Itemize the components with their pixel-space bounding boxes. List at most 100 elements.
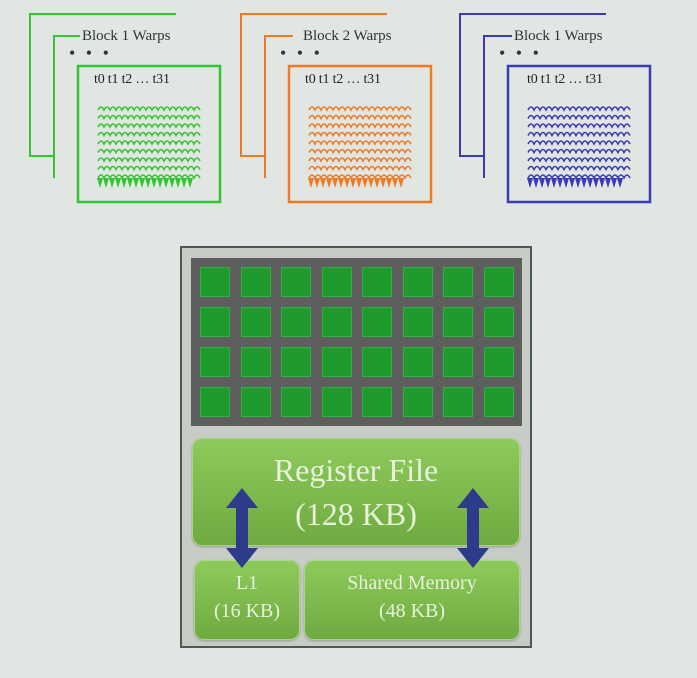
thread-arrow [187,178,193,188]
thread-arrow [308,178,314,188]
thread-arrow [103,178,109,188]
thread-arrow [139,178,145,188]
double-arrow-icon [457,488,489,568]
thread-arrow [115,178,121,188]
cuda-core [240,387,271,417]
warp-squiggle [527,165,631,172]
cuda-core [483,267,514,297]
thread-arrow [533,178,539,188]
cuda-core [321,387,352,417]
warp-squiggle [97,123,201,129]
thread-arrow [557,178,563,188]
block-3-warps-group: Block 1 Warps • • • t0 t1 t2 … t31 [452,10,656,220]
cuda-core [402,307,433,337]
cuda-core [281,307,311,337]
thread-arrow [169,178,175,188]
thread-arrow [392,178,398,188]
warp-squiggle [308,148,412,155]
warp-squiggle [97,140,201,146]
cuda-core [362,347,392,377]
cuda-core [200,267,230,297]
thread-arrow [386,178,392,188]
thread-arrow [145,178,151,188]
frame-line [483,35,512,178]
thread-arrow [181,178,187,188]
thread-arrow [368,178,374,188]
thread-arrow [545,178,551,188]
warp-frame [76,64,222,204]
warp-squiggle [97,174,201,180]
block-title: Block 1 Warps [80,28,224,45]
thread-arrow [575,178,581,188]
core-grid [191,258,522,426]
thread-labels: t0 t1 t2 … t31 [305,72,381,87]
cuda-core [200,347,230,377]
warp-squiggle [527,114,631,121]
frame-line [29,13,176,157]
cuda-core [240,347,271,377]
cuda-core [281,387,311,417]
thread-arrow [344,178,350,188]
cuda-core [443,267,473,297]
warp-frame [506,64,652,204]
thread-labels: t0 t1 t2 … t31 [527,72,603,87]
warp-squiggle [97,106,201,112]
cuda-core [362,307,392,337]
warp-squiggle [97,131,201,138]
cuda-core [443,347,473,377]
thread-arrow [611,178,617,188]
thread-arrow [314,178,320,188]
thread-arrow [121,178,127,188]
cuda-core [200,307,230,337]
cuda-core [402,387,433,417]
shared-memory-box: Shared Memory (48 KB) [304,560,520,640]
block-2-warps-group: Block 2 Warps • • • t0 t1 t2 … t31 [233,10,445,220]
thread-arrow [350,178,356,188]
warp-squiggle [308,157,412,163]
thread-arrow [527,178,533,188]
cuda-core [281,347,311,377]
thread-arrow [332,178,338,188]
thread-arrow [593,178,599,188]
thread-arrow [605,178,611,188]
thread-arrow [326,178,332,188]
cuda-core [321,267,352,297]
warp-squiggle [308,140,412,146]
warp-squiggle [97,165,201,172]
warp-squiggle [527,148,631,155]
l1-size: (16 KB) [213,600,281,622]
warp-squiggle [308,165,412,172]
cuda-core [443,387,473,417]
frame-line [53,35,82,178]
warp-squiggle [308,123,412,129]
block-1-warps-frames [29,13,222,204]
thread-arrow [163,178,169,188]
warp-squiggle [527,140,631,146]
cuda-core [281,267,311,297]
cuda-core [402,267,433,297]
thread-arrow [175,178,181,188]
register-file-size: (128 KB) [295,496,417,532]
thread-arrow [338,178,344,188]
cuda-core [483,387,514,417]
thread-arrow [398,178,404,188]
thread-arrow [320,178,326,188]
block-3-warps-frames [459,13,652,204]
cuda-core [240,307,271,337]
cuda-core [321,347,352,377]
warp-squiggle [97,157,201,163]
thread-arrow [563,178,569,188]
l1-label: L1 [235,572,259,594]
block-title: Block 1 Warps [512,28,656,45]
thread-arrow [551,178,557,188]
ellipsis-dots: • • • [69,43,112,63]
thread-labels: t0 t1 t2 … t31 [94,72,170,87]
cuda-core [362,267,392,297]
thread-arrow [617,178,623,188]
block-2-warps-frames [240,13,433,204]
thread-arrow [127,178,133,188]
thread-arrow [581,178,587,188]
frame-line [240,13,387,157]
thread-arrow [587,178,593,188]
thread-arrow [151,178,157,188]
